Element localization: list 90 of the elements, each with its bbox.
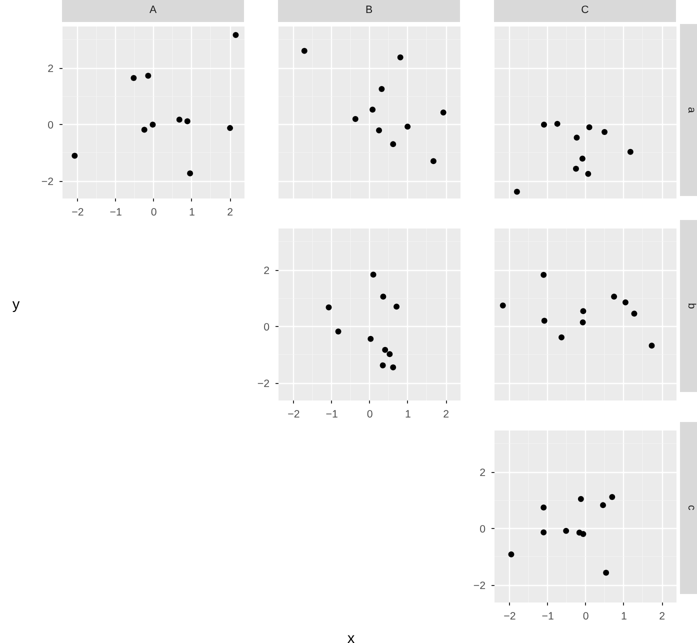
point <box>558 334 565 340</box>
y-tick-label: −2 <box>473 580 486 592</box>
point <box>72 152 78 159</box>
point <box>130 74 137 81</box>
point <box>627 148 634 155</box>
point <box>541 122 547 128</box>
point <box>580 319 586 326</box>
x-tick-label: 2 <box>227 206 234 218</box>
point <box>380 362 386 368</box>
point <box>540 504 547 510</box>
y-axis-title: y <box>12 296 20 315</box>
point <box>390 141 396 148</box>
x-axis-title: x <box>347 630 355 643</box>
x-tick-label: −1 <box>542 610 554 622</box>
x-tick-label: 2 <box>443 408 450 420</box>
point <box>508 551 514 558</box>
point <box>430 158 436 164</box>
point <box>554 120 560 127</box>
point <box>184 118 190 124</box>
point <box>440 110 446 116</box>
y-tick-label: −2 <box>41 176 54 188</box>
point <box>232 32 239 38</box>
point <box>579 156 586 162</box>
point <box>602 129 608 136</box>
point <box>352 116 358 122</box>
point <box>382 346 388 353</box>
point <box>368 336 374 342</box>
point <box>370 106 376 113</box>
x-tick-label: 1 <box>188 206 195 218</box>
point <box>378 86 385 92</box>
point <box>580 531 586 538</box>
x-tick-label: −1 <box>326 408 338 420</box>
x-tick-label: 0 <box>366 408 373 420</box>
point <box>514 188 520 195</box>
y-tick-label: 0 <box>480 524 486 536</box>
point <box>631 310 638 317</box>
point <box>586 124 592 130</box>
x-tick-label: 2 <box>659 610 666 622</box>
y-tick-label: 0 <box>264 322 270 334</box>
point <box>397 54 404 60</box>
y2-axis-title: c <box>684 505 697 511</box>
point <box>611 294 618 300</box>
x-tick-label: 1 <box>404 408 411 420</box>
y-tick-label: 0 <box>48 120 54 132</box>
point <box>578 496 584 502</box>
point <box>540 529 547 536</box>
point <box>176 116 182 123</box>
point <box>500 302 506 308</box>
point <box>404 124 411 130</box>
chart-title: A <box>149 3 157 18</box>
point <box>380 294 386 300</box>
y-tick-label: 2 <box>48 63 54 76</box>
x-tick-label: 0 <box>582 610 589 622</box>
chart-title: B <box>365 3 373 18</box>
point <box>563 528 570 534</box>
y-tick-label: −2 <box>257 378 270 390</box>
point <box>376 127 382 134</box>
point <box>390 364 396 370</box>
point <box>370 272 376 278</box>
point <box>600 502 606 508</box>
x-tick-label: 1 <box>620 610 627 622</box>
point <box>541 318 548 324</box>
x-tick-label: −2 <box>504 610 516 622</box>
point <box>187 170 194 176</box>
point <box>574 134 580 141</box>
point <box>648 342 655 349</box>
point <box>141 126 148 133</box>
point <box>326 304 332 310</box>
point <box>150 122 156 128</box>
x-tick-label: −1 <box>110 206 122 218</box>
point <box>386 351 393 358</box>
point <box>145 72 152 79</box>
x-tick-label: −2 <box>288 408 300 420</box>
point <box>301 48 308 54</box>
point <box>394 304 400 310</box>
point <box>580 308 586 314</box>
point <box>609 494 616 500</box>
point <box>603 570 610 576</box>
x-tick-label: 0 <box>150 206 157 218</box>
point <box>622 299 628 306</box>
point <box>540 272 547 278</box>
chart-title: C <box>581 3 589 18</box>
y2-axis-title: a <box>684 107 697 113</box>
point <box>227 125 234 132</box>
point <box>335 328 342 334</box>
point <box>585 170 592 177</box>
x-tick-label: −2 <box>72 206 84 218</box>
point <box>572 166 579 172</box>
y-tick-label: 2 <box>264 265 270 278</box>
y-tick-label: 2 <box>480 467 486 480</box>
